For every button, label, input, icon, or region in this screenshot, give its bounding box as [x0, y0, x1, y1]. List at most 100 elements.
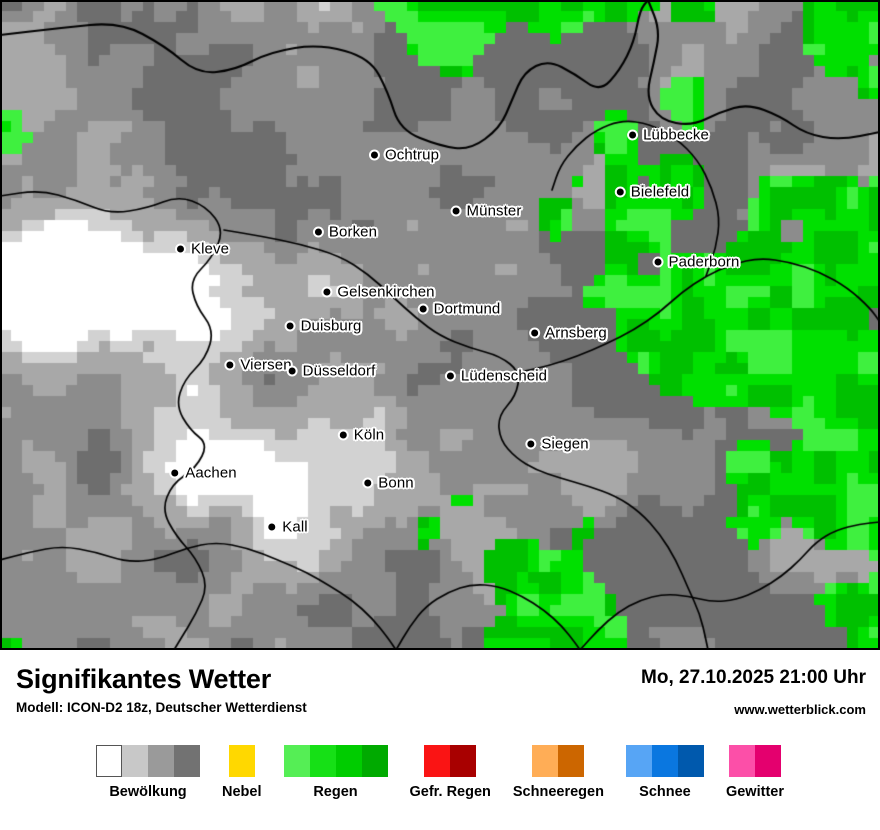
- city-marker[interactable]: Ochtrup: [368, 146, 440, 164]
- legend-swatch: [228, 745, 255, 777]
- weather-map[interactable]: Lübbecke Bielefeld Ochtrup Münster Paderborn…: [0, 0, 880, 650]
- legend-swatch: [532, 745, 559, 777]
- legend-swatch: [335, 745, 362, 777]
- city-marker[interactable]: Paderborn: [652, 253, 740, 271]
- legend-swatch: [148, 745, 174, 777]
- city-marker[interactable]: Lübbecke: [627, 127, 709, 144]
- legend: Bewölkung Nebel Regen Gefr. Regen Schneerege…: [0, 745, 880, 800]
- city-label: Gelsenkirchen: [337, 283, 435, 301]
- legend-swatch: [174, 745, 200, 777]
- city-marker[interactable]: Lüdenscheid: [444, 367, 548, 385]
- legend-swatch: [625, 745, 652, 777]
- legend-label: Gefr. Regen: [409, 784, 491, 800]
- city-dot-icon: [337, 429, 349, 441]
- city-label: Borken: [328, 223, 378, 241]
- legend-label: Schnee: [639, 784, 691, 800]
- city-label: Paderborn: [668, 253, 740, 271]
- legend-group: Nebel: [222, 745, 262, 800]
- weather-map-canvas: [0, 0, 880, 650]
- city-dot-icon: [312, 226, 324, 238]
- legend-swatch: [558, 745, 585, 777]
- city-label-layer: Lübbecke Bielefeld Ochtrup Münster Paderborn…: [169, 127, 740, 536]
- city-marker[interactable]: Borken: [312, 223, 378, 241]
- legend-swatch: [122, 745, 148, 777]
- city-label: Düsseldorf: [302, 362, 376, 380]
- legend-group: Bewölkung: [96, 745, 200, 800]
- city-dot-icon: [444, 370, 456, 382]
- legend-group: Gewitter: [726, 745, 784, 800]
- city-marker[interactable]: Viersen: [224, 356, 292, 374]
- model-subtitle: Modell: ICON-D2 18z, Deutscher Wetterdie…: [16, 700, 307, 715]
- city-marker[interactable]: Gelsenkirchen: [321, 284, 434, 301]
- city-marker[interactable]: Düsseldorf: [286, 362, 376, 380]
- legend-swatch: [309, 745, 336, 777]
- legend-swatch: [361, 745, 388, 777]
- city-dot-icon: [368, 149, 380, 161]
- legend-swatch: [728, 745, 755, 777]
- city-label: Dortmund: [433, 300, 501, 318]
- city-dot-icon: [525, 438, 537, 450]
- city-marker[interactable]: Arnsberg: [529, 325, 607, 342]
- legend-swatch: [283, 745, 310, 777]
- legend-label: Nebel: [222, 784, 262, 800]
- city-label: Lübbecke: [643, 126, 709, 144]
- city-marker[interactable]: Bielefeld: [614, 183, 690, 201]
- city-label: Arnsberg: [545, 324, 607, 342]
- city-marker[interactable]: Duisburg: [284, 317, 362, 335]
- city-dot-icon: [284, 320, 296, 332]
- city-marker[interactable]: Bonn: [362, 474, 414, 492]
- footer-header: Signifikantes Wetter Modell: ICON-D2 18z…: [0, 650, 880, 728]
- legend-label: Bewölkung: [109, 784, 187, 800]
- city-label: Münster: [466, 202, 522, 220]
- legend-swatch: [754, 745, 781, 777]
- city-dot-icon: [321, 286, 333, 298]
- legend-group: Schnee: [625, 745, 704, 800]
- website-url: www.wetterblick.com: [734, 702, 866, 717]
- city-dot-icon: [174, 243, 186, 255]
- legend-swatch: [450, 745, 477, 777]
- footer: Signifikantes Wetter Modell: ICON-D2 18z…: [0, 650, 880, 830]
- city-label: Duisburg: [300, 317, 362, 335]
- legend-swatch: [96, 745, 122, 777]
- legend-swatches: [228, 745, 255, 777]
- city-marker[interactable]: Aachen: [169, 464, 237, 482]
- city-marker[interactable]: Dortmund: [417, 300, 501, 318]
- legend-group: Regen: [283, 745, 388, 800]
- legend-swatch: [651, 745, 678, 777]
- city-dot-icon: [417, 303, 429, 315]
- city-dot-icon: [224, 359, 236, 371]
- city-marker[interactable]: Köln: [337, 426, 385, 444]
- city-label: Lüdenscheid: [460, 367, 548, 385]
- city-dot-icon: [169, 467, 181, 479]
- legend-swatches: [625, 745, 704, 777]
- legend-swatch: [677, 745, 704, 777]
- city-label: Aachen: [185, 464, 237, 482]
- city-marker[interactable]: Siegen: [525, 435, 589, 453]
- forecast-datetime: Mo, 27.10.2025 21:00 Uhr: [641, 667, 866, 688]
- city-label: Kleve: [190, 240, 230, 258]
- city-label: Bonn: [378, 474, 414, 492]
- legend-swatch: [424, 745, 451, 777]
- city-label: Viersen: [240, 356, 292, 374]
- page-title: Signifikantes Wetter: [16, 664, 272, 694]
- legend-swatches: [283, 745, 388, 777]
- city-dot-icon: [362, 477, 374, 489]
- city-marker[interactable]: Kleve: [174, 240, 230, 258]
- city-dot-icon: [286, 365, 298, 377]
- legend-label: Gewitter: [725, 784, 784, 800]
- city-label: Köln: [353, 426, 385, 444]
- legend-group: Schneeregen: [513, 745, 604, 800]
- city-dot-icon: [627, 129, 639, 141]
- city-dot-icon: [450, 205, 462, 217]
- city-marker[interactable]: Kall: [266, 518, 308, 536]
- city-dot-icon: [266, 521, 278, 533]
- city-label: Kall: [282, 518, 308, 536]
- legend-swatches: [424, 745, 477, 777]
- city-label: Ochtrup: [384, 146, 440, 164]
- legend-swatches: [728, 745, 781, 777]
- city-label: Bielefeld: [630, 183, 690, 201]
- city-marker[interactable]: Münster: [450, 202, 522, 220]
- legend-label: Schneeregen: [512, 784, 604, 800]
- city-label: Siegen: [541, 435, 589, 453]
- city-dot-icon: [529, 327, 541, 339]
